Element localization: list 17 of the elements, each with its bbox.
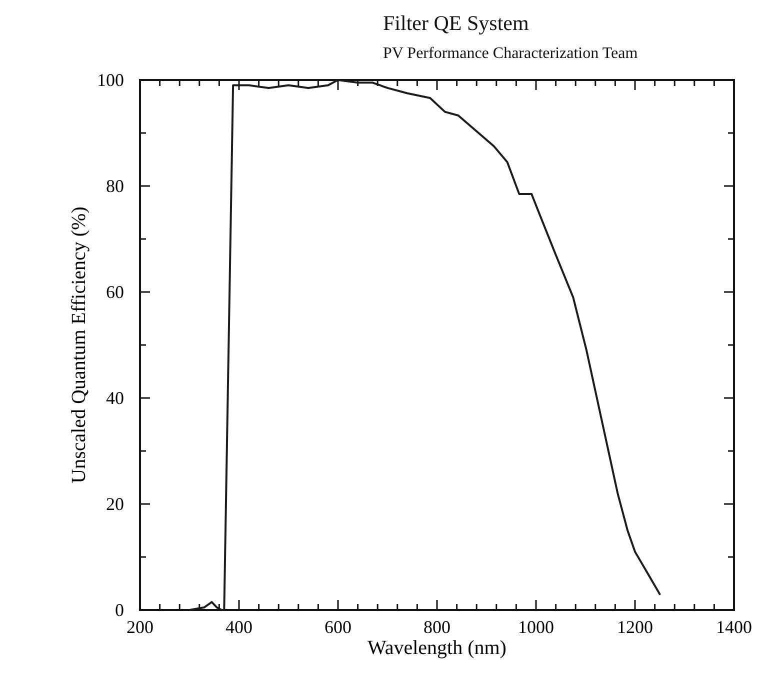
y-axis-title: Unscaled Quantum Efficiency (%) bbox=[68, 206, 90, 484]
y-tick-label: 60 bbox=[106, 282, 124, 302]
y-tick-label: 40 bbox=[106, 388, 124, 408]
chart-subtitle: PV Performance Characterization Team bbox=[383, 45, 638, 62]
x-tick-label: 1200 bbox=[617, 617, 653, 637]
x-tick-label: 600 bbox=[324, 617, 352, 637]
x-axis-title: Wavelength (nm) bbox=[368, 637, 506, 659]
x-tick-label: 800 bbox=[424, 617, 450, 637]
x-tick-label: 1000 bbox=[518, 617, 554, 637]
x-tick-label: 400 bbox=[226, 617, 252, 637]
y-tick-label: 20 bbox=[106, 494, 124, 514]
y-tick-label: 80 bbox=[106, 176, 124, 196]
y-tick-label: 100 bbox=[97, 70, 124, 90]
chart-title: Filter QE System bbox=[383, 11, 529, 35]
x-tick-label: 200 bbox=[126, 617, 154, 637]
y-tick-label: 0 bbox=[115, 600, 124, 620]
x-tick-label: 1400 bbox=[716, 617, 752, 637]
